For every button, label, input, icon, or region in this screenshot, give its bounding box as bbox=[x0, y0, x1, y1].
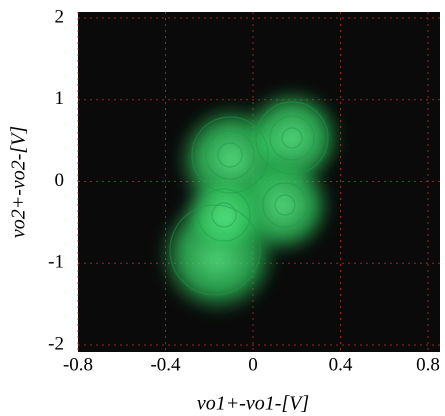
x-axis-label: vo1+-vo1-[V] bbox=[197, 393, 309, 415]
y-tick-label: -1 bbox=[48, 252, 64, 273]
x-tick-label: -0.4 bbox=[150, 354, 181, 375]
x-tick-label: 0 bbox=[248, 354, 258, 375]
y-tick-label: -2 bbox=[48, 333, 64, 354]
y-tick-label: 0 bbox=[55, 170, 65, 191]
x-tick-label: 0.4 bbox=[329, 354, 353, 375]
y-tick-label: 1 bbox=[55, 88, 65, 109]
x-tick-label: 0.8 bbox=[416, 354, 440, 375]
x-tick-label: -0.8 bbox=[63, 354, 93, 375]
y-axis-label: vo2+-vo2-[V] bbox=[8, 126, 30, 238]
y-tick-label: 2 bbox=[55, 6, 65, 27]
trace-lobe bbox=[180, 170, 270, 260]
trace-rings bbox=[169, 101, 329, 296]
